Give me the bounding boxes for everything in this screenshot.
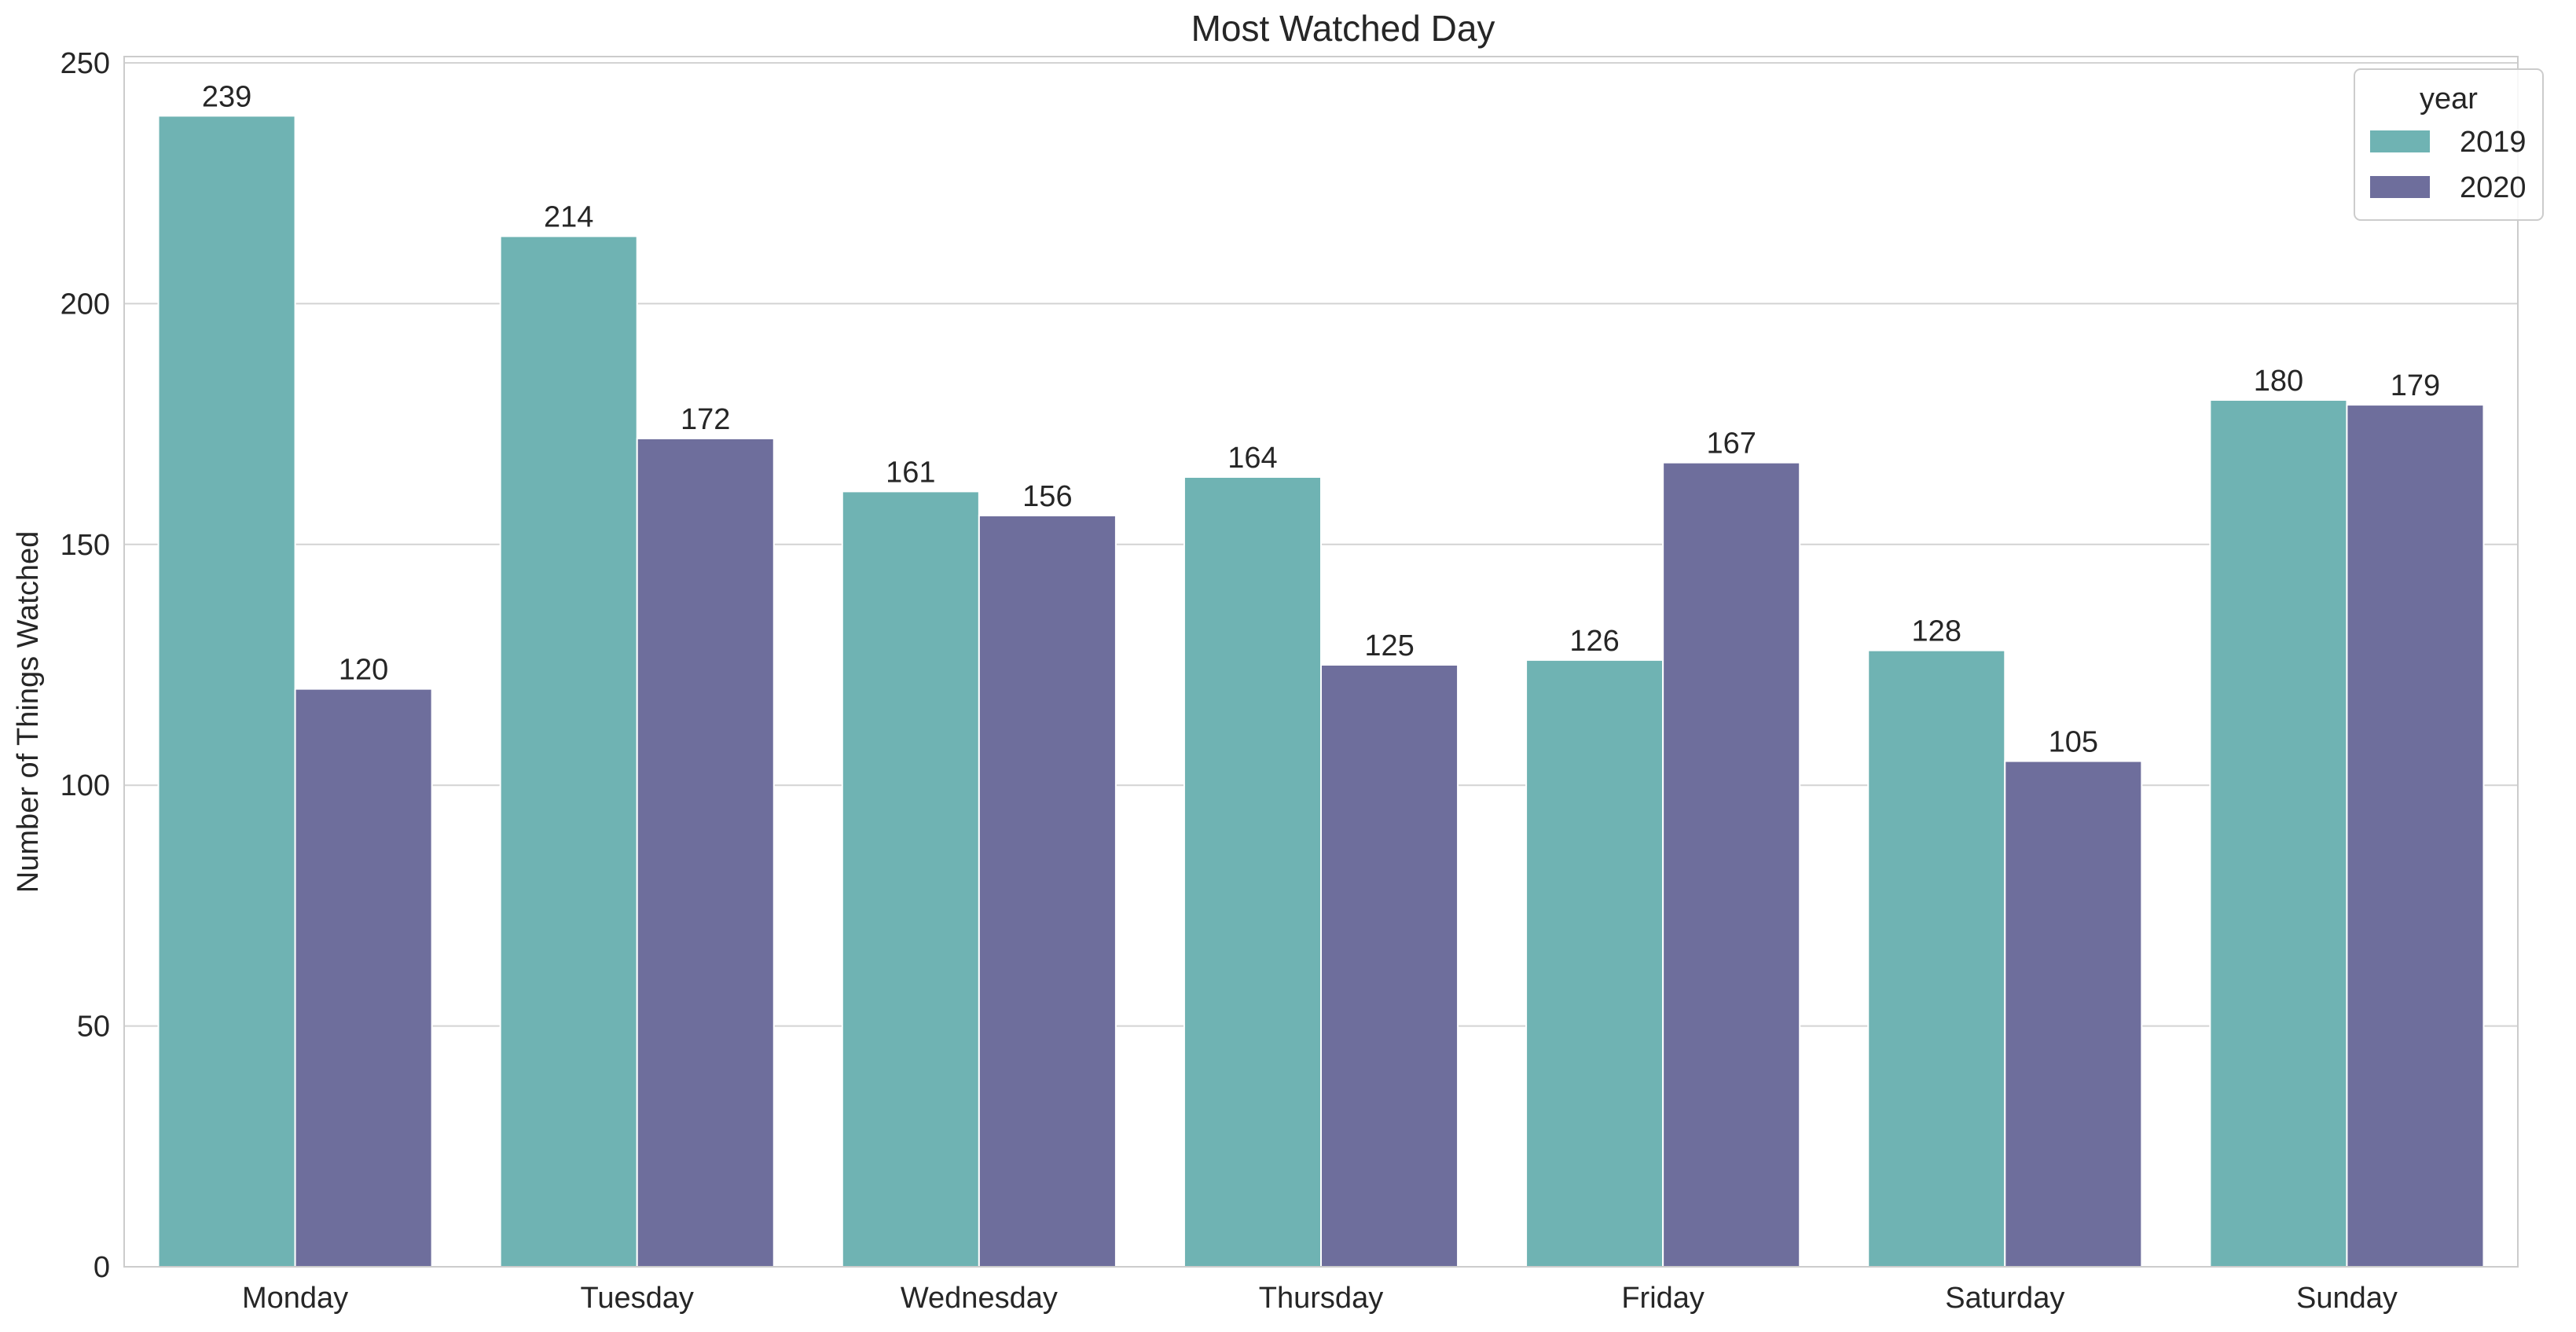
y-tick-label: 150 [61,529,110,562]
bar-value-label: 105 [2049,726,2098,759]
legend-title: year [2420,83,2478,116]
legend-swatch-2019 [2370,130,2430,152]
bar-friday-2020 [1662,461,1801,1268]
bar-value-label: 167 [1706,427,1756,461]
bar-wednesday-2020 [978,515,1117,1268]
bar-saturday-2019 [1867,649,2006,1268]
bar-thursday-2019 [1183,476,1323,1268]
legend-entry-2019: 2019 [2460,126,2526,159]
chart-title: Most Watched Day [1191,8,1495,49]
bar-value-label: 172 [681,403,730,436]
bar-value-label: 180 [2254,365,2303,398]
bar-value-label: 164 [1227,442,1277,475]
x-tick-label: Sunday [2296,1282,2398,1315]
x-tick-label: Thursday [1259,1282,1383,1315]
legend: year 2019 2020 [2354,68,2544,221]
y-tick-label: 250 [61,47,110,80]
bar-value-label: 128 [1912,615,1961,648]
bar-value-label: 161 [886,456,935,489]
bar-value-label: 156 [1022,480,1072,513]
bar-value-label: 120 [339,654,388,687]
y-axis-label: Number of Things Watched [12,531,45,893]
bar-value-label: 179 [2391,369,2440,402]
plot-frame [123,56,2519,1268]
x-tick-label: Friday [1621,1282,1704,1315]
x-tick-label: Monday [242,1282,348,1315]
bar-saturday-2020 [2004,760,2143,1268]
bar-tuesday-2019 [499,235,638,1268]
bar-value-label: 214 [544,201,593,234]
axes-layer: 0 50 100 150 200 250 Monday Tuesday Wednesday Thu… [61,47,2519,1315]
y-tick-label: 100 [61,769,110,802]
bar-monday-2020 [294,688,433,1268]
bars-layer [157,115,2485,1268]
bar-value-label: 125 [1364,629,1414,662]
bar-sunday-2020 [2346,404,2485,1268]
y-tick-label: 200 [61,288,110,321]
bar-monday-2019 [157,115,296,1268]
legend-entry-2020: 2020 [2460,171,2526,204]
bar-sunday-2019 [2209,398,2348,1268]
bar-value-label: 126 [1569,625,1619,658]
y-tick-label: 0 [94,1251,110,1284]
bar-thursday-2020 [1320,664,1459,1268]
bar-labels-layer: 239 120 214 172 161 156 164 125 126 167 128 105 180 1… [202,80,2440,758]
x-tick-label: Wednesday [901,1282,1058,1315]
bar-friday-2019 [1525,659,1664,1268]
x-tick-label: Saturday [1945,1282,2064,1315]
bar-tuesday-2020 [636,437,775,1268]
x-tick-label: Tuesday [581,1282,694,1315]
bar-wednesday-2019 [841,490,980,1268]
bar-value-label: 239 [202,80,251,113]
y-tick-label: 50 [77,1011,110,1044]
legend-swatch-2020 [2370,176,2430,198]
